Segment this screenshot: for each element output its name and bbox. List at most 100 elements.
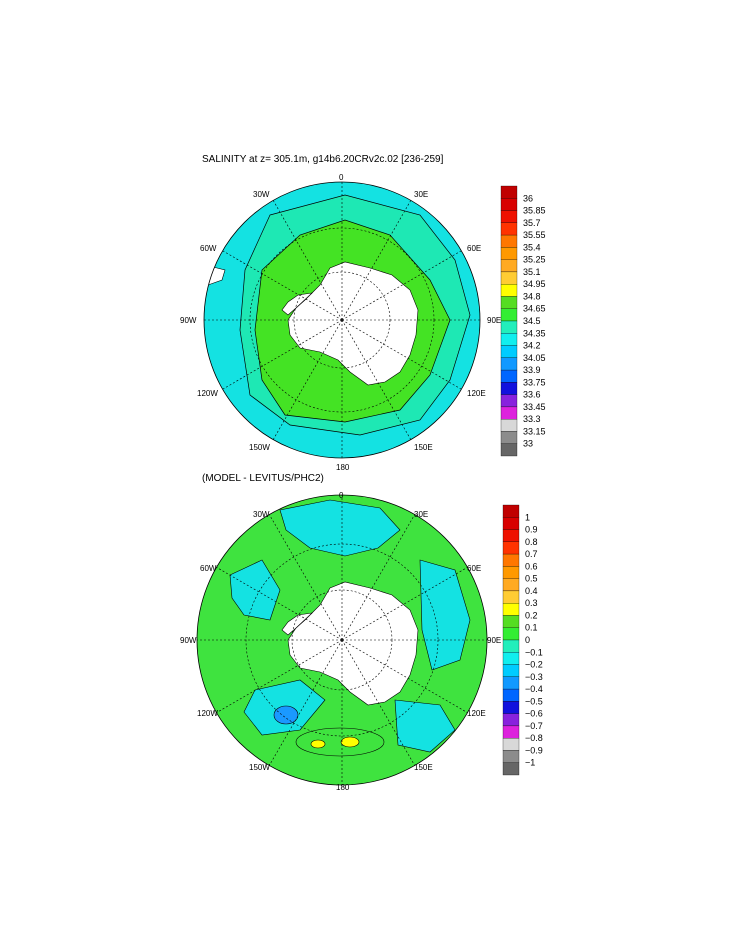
colorbar2-swatch (502, 701, 520, 714)
colorbar1-swatch (500, 198, 518, 211)
colorbar2-swatch (502, 762, 520, 776)
colorbar2-swatch (502, 639, 520, 653)
colorbar1-label: 35.1 (523, 267, 541, 277)
p1-label-150e: 150E (414, 443, 433, 452)
colorbar1-swatch (500, 419, 518, 432)
panel2-title: (MODEL - LEVITUS/PHC2) (202, 473, 324, 484)
colorbar2-label: −0.5 (525, 696, 543, 706)
colorbar2-label: 0.7 (525, 549, 538, 559)
colorbar2-swatch (502, 517, 520, 530)
colorbar2-label: −0.7 (525, 721, 543, 731)
colorbar1-label: 33.75 (523, 377, 546, 387)
colorbar2-label: −0.9 (525, 745, 543, 755)
colorbar1-swatch (500, 259, 518, 273)
colorbar1-swatch (500, 333, 518, 346)
colorbar1-label: 36 (523, 193, 533, 203)
p2-label-120e: 120E (467, 709, 486, 718)
colorbar2-label: −0.3 (525, 672, 543, 682)
colorbar1-swatch (500, 210, 518, 223)
p1-label-180: 180 (336, 463, 350, 472)
colorbar1-swatch (500, 320, 518, 334)
colorbar1-swatch (500, 369, 518, 383)
colorbar1-swatch (500, 296, 518, 309)
colorbar2-swatch (502, 664, 520, 677)
colorbar1-label: 33.9 (523, 365, 541, 375)
panel2-green-south (295, 727, 385, 757)
panel1-colorbar: 36 35.85 35.7 35.55 35.4 35.25 35.1 34.95 34.8 34… (500, 185, 546, 457)
colorbar2-label: 0.9 (525, 525, 538, 535)
p2-label-150w: 150W (249, 763, 270, 772)
panel2-colorbar: 1 0.9 0.8 0.7 0.6 0.5 0.4 0.3 0.2 0.1 0 −0.1 −0.2 −0.… (502, 504, 543, 776)
panel1-peninsula (281, 292, 313, 316)
panel2-cyan-southeast (394, 699, 456, 753)
colorbar2-swatch (502, 738, 520, 751)
colorbar1-swatch (500, 443, 518, 457)
colorbar1-label: 34.65 (523, 304, 546, 314)
colorbar2-swatch (502, 504, 520, 518)
p1-label-120e: 120E (467, 389, 486, 398)
colorbar1-label: 35.7 (523, 218, 541, 228)
p2-label-30e: 30E (414, 510, 428, 519)
colorbar1-swatch (500, 271, 518, 285)
colorbar1-swatch (500, 382, 518, 395)
colorbar2-label: 0.4 (525, 586, 538, 596)
colorbar1-swatch (500, 394, 518, 408)
colorbar1-label: 35.55 (523, 230, 546, 240)
colorbar2-swatch (502, 652, 520, 665)
colorbar2-label: 0.8 (525, 537, 538, 547)
colorbar2-swatch (502, 750, 520, 763)
colorbar2-swatch (502, 578, 520, 592)
panel1-antarctica (287, 261, 419, 386)
colorbar2-swatch (502, 566, 520, 579)
p2-label-60e: 60E (467, 564, 481, 573)
colorbar1-label: 34.05 (523, 353, 546, 363)
p2-label-150e: 150E (414, 763, 433, 772)
colorbar2-label: 0.2 (525, 610, 538, 620)
panel2-cyan-north (279, 499, 401, 557)
colorbar1-label: 34.95 (523, 279, 546, 289)
p2-label-60w: 60W (200, 564, 217, 573)
colorbar2-label: −0.2 (525, 660, 543, 670)
colorbar1-label: 33 (523, 439, 533, 449)
panel2-yellow-2 (340, 736, 360, 748)
colorbar1-label: 33.45 (523, 402, 546, 412)
colorbar2-swatch (502, 713, 520, 727)
colorbar2-swatch (502, 676, 520, 690)
colorbar2-swatch (502, 725, 520, 739)
colorbar2-label: −0.8 (525, 733, 543, 743)
p2-label-180: 180 (336, 783, 350, 792)
panel1-title: SALINITY at z= 305.1m, g14b6.20CRv2c.02 … (202, 154, 444, 165)
p1-label-30e: 30E (414, 190, 428, 199)
colorbar2-label: 0.6 (525, 561, 538, 571)
p1-label-60w: 60W (200, 244, 217, 253)
p1-label-120w: 120W (197, 389, 218, 398)
panel1-map (203, 181, 481, 459)
colorbar2-label: −0.1 (525, 647, 543, 657)
colorbar2-swatch (502, 603, 520, 616)
colorbar2-swatch (502, 590, 520, 604)
colorbar1-label: 33.3 (523, 414, 541, 424)
colorbar1-label: 33.6 (523, 390, 541, 400)
colorbar2-swatch (502, 529, 520, 542)
p1-label-0: 0 (339, 173, 344, 182)
p2-label-0: 0 (339, 491, 344, 500)
colorbar2-label: 0.5 (525, 574, 538, 584)
colorbar2-label: 0.1 (525, 623, 538, 633)
p1-label-90w: 90W (180, 316, 197, 325)
colorbar1-swatch (500, 406, 518, 420)
panel2-peninsula (281, 612, 313, 636)
colorbar2-label: −0.6 (525, 709, 543, 719)
colorbar2-label: 0.3 (525, 598, 538, 608)
p2-label-90w: 90W (180, 636, 197, 645)
colorbar1-label: 34.35 (523, 328, 546, 338)
colorbar2-label: −1 (525, 758, 535, 768)
colorbar2-swatch (502, 688, 520, 702)
p1-label-60e: 60E (467, 244, 481, 253)
p1-label-150w: 150W (249, 443, 270, 452)
colorbar1-label: 34.5 (523, 316, 541, 326)
panel2-blue-patch (273, 705, 299, 725)
colorbar1-swatch (500, 284, 518, 297)
colorbar2-swatch (502, 627, 520, 641)
panel2-yellow-1 (310, 739, 326, 749)
